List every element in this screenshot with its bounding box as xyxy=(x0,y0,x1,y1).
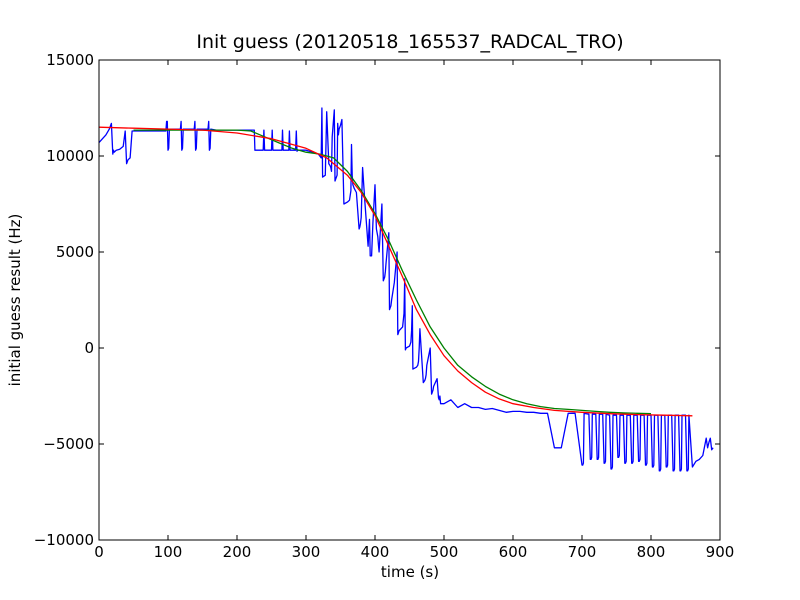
series-line-3 xyxy=(99,126,693,417)
y-axis-ticks: −10000 −5000 0 5000 10000 15000 xyxy=(34,51,720,549)
chart-title: Init guess (20120518_165537_RADCAL_TRO) xyxy=(196,31,623,53)
x-tick-label: 0 xyxy=(94,543,104,561)
y-tick-label: 10000 xyxy=(46,147,94,165)
plot-lines xyxy=(99,107,714,472)
x-tick-label: 100 xyxy=(154,543,183,561)
y-tick-label: 0 xyxy=(84,339,94,357)
x-tick-label: 500 xyxy=(430,543,459,561)
y-axis-label: initial guess result (Hz) xyxy=(6,214,24,387)
x-tick-label: 600 xyxy=(499,543,528,561)
x-tick-label: 800 xyxy=(637,543,666,561)
x-tick-label: 200 xyxy=(223,543,252,561)
y-tick-label: 5000 xyxy=(56,243,94,261)
x-tick-label: 700 xyxy=(568,543,597,561)
x-tick-label: 900 xyxy=(706,543,735,561)
x-axis-label: time (s) xyxy=(381,563,439,581)
y-tick-label: 15000 xyxy=(46,51,94,69)
x-tick-label: 300 xyxy=(292,543,321,561)
series-line-1 xyxy=(99,107,714,472)
x-axis-ticks: 0 100 200 300 400 500 600 700 800 900 xyxy=(94,60,734,561)
plot-frame xyxy=(98,59,721,541)
series-line-2 xyxy=(133,129,652,415)
y-tick-label: −10000 xyxy=(34,531,94,549)
x-tick-label: 400 xyxy=(361,543,390,561)
y-tick-label: −5000 xyxy=(43,435,94,453)
